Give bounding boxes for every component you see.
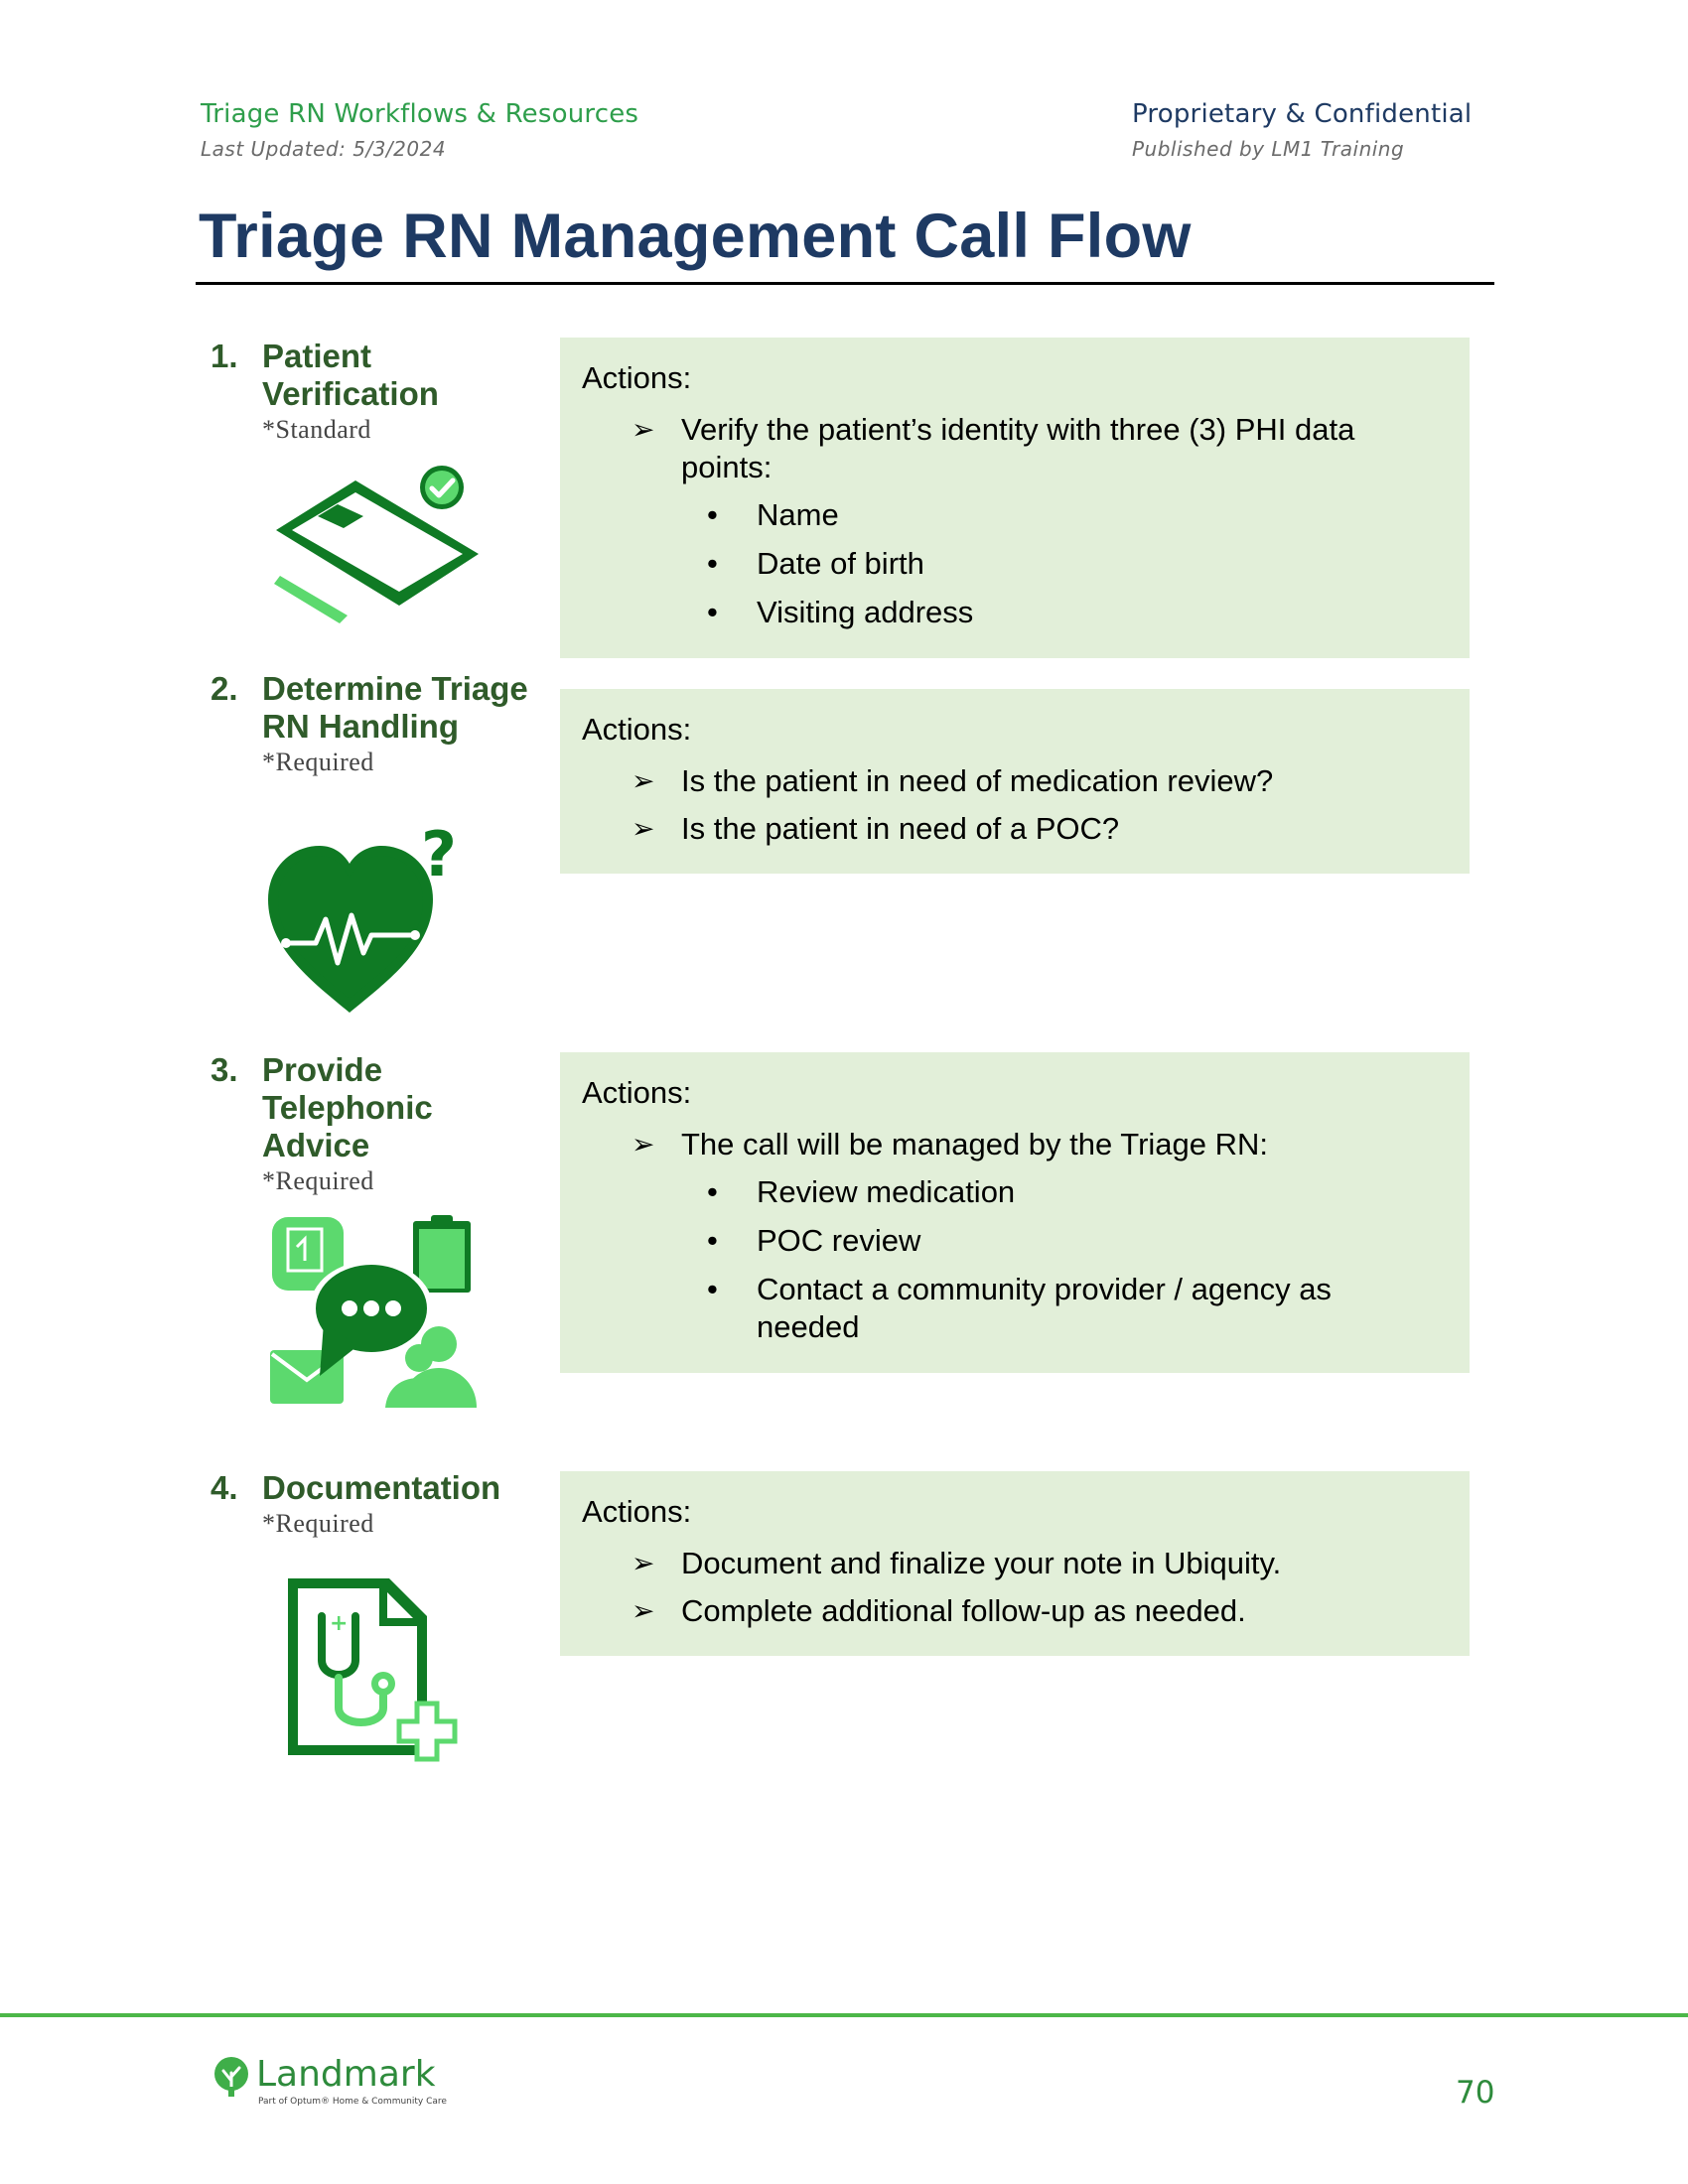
header-right: Proprietary & Confidential Published by … [1132, 99, 1472, 161]
clipboard-check-icon [274, 466, 479, 623]
action-item: ➢ Is the patient in need of medication r… [632, 763, 1274, 798]
step-number: 1. [211, 338, 238, 374]
step-label: 2. Determine Triage RN Handling [211, 670, 538, 746]
footer-divider [0, 2013, 1688, 2017]
bullet-icon: • [707, 595, 718, 629]
title-divider [196, 282, 1494, 285]
step-documentation: 4. Documentation *Required [211, 1469, 538, 1539]
bullet-icon: • [707, 1272, 718, 1306]
publisher-label: Published by LM1 Training [1132, 137, 1405, 161]
action-item: ➢ Verify the patient’s identity with thr… [632, 412, 1355, 484]
logo-tagline: Part of Optum® Home & Community Care [258, 2097, 447, 2107]
sub-item: • POC review [707, 1223, 921, 1258]
arrow-bullet-icon: ➢ [632, 414, 655, 445]
step-3-actions: Actions: ➢ The call will be managed by t… [560, 1052, 1470, 1373]
bullet-icon: • [707, 546, 718, 581]
step-requirement: *Required [262, 1509, 374, 1538]
landmark-logo: Landmark Part of Optum® Home & Community… [212, 2055, 447, 2107]
step-number: 2. [211, 670, 238, 707]
step-requirement: *Required [262, 748, 374, 776]
action-item: ➢ Document and finalize your note in Ubi… [632, 1546, 1282, 1580]
step-requirement: *Required [262, 1166, 374, 1195]
page-number: 70 [1456, 2075, 1495, 2111]
actions-label: Actions: [582, 712, 692, 747]
header-left: Triage RN Workflows & Resources Last Upd… [201, 99, 638, 161]
action-item: ➢ Complete additional follow-up as neede… [632, 1593, 1246, 1628]
actions-label: Actions: [582, 360, 692, 395]
actions-label: Actions: [582, 1494, 692, 1529]
communication-icon [270, 1215, 477, 1408]
arrow-bullet-icon: ➢ [632, 1129, 655, 1160]
document-series-title: Triage RN Workflows & Resources [201, 99, 639, 129]
step-title: Provide Telephonic Advice [262, 1051, 433, 1163]
step-number: 3. [211, 1051, 238, 1088]
step-4-actions: Actions: ➢ Document and finalize your no… [560, 1471, 1470, 1656]
step-title: Patient Verification [262, 338, 439, 412]
arrow-bullet-icon: ➢ [632, 765, 655, 796]
actions-label: Actions: [582, 1075, 692, 1110]
sub-item: • Visiting address [707, 595, 974, 629]
action-item: ➢ Is the patient in need of a POC? [632, 811, 1120, 846]
confidentiality-label: Proprietary & Confidential [1132, 99, 1473, 129]
sub-item: • Review medication [707, 1174, 1016, 1209]
arrow-bullet-icon: ➢ [632, 1548, 655, 1578]
logo-wordmark: Landmark [256, 2054, 436, 2095]
last-updated: Last Updated: 5/3/2024 [201, 137, 447, 161]
step-2-actions: Actions: ➢ Is the patient in need of med… [560, 689, 1470, 874]
sub-item: • Date of birth [707, 546, 924, 581]
step-label: 4. Documentation [211, 1469, 538, 1507]
step-1-actions: Actions: ➢ Verify the patient’s identity… [560, 338, 1470, 658]
sub-item: • Contact a community provider / agency a… [707, 1272, 1332, 1344]
bullet-icon: • [707, 497, 718, 532]
bullet-icon: • [707, 1174, 718, 1209]
step-number: 4. [211, 1469, 238, 1506]
arrow-bullet-icon: ➢ [632, 1595, 655, 1626]
arrow-bullet-icon: ➢ [632, 813, 655, 844]
sub-item: • Name [707, 497, 839, 532]
tree-logo-icon [214, 2057, 248, 2097]
step-telephonic-advice: 3. Provide Telephonic Advice *Required [211, 1051, 538, 1196]
step-label: 3. Provide Telephonic Advice [211, 1051, 538, 1164]
step-title: Documentation [262, 1469, 501, 1506]
bullet-icon: • [707, 1223, 718, 1258]
page-title: Triage RN Management Call Flow [199, 202, 1192, 271]
step-label: 1. Patient Verification [211, 338, 538, 413]
heart-pulse-question-icon: ? [268, 824, 457, 1013]
action-item: ➢ The call will be managed by the Triage… [632, 1127, 1269, 1161]
medical-document-icon: + [288, 1578, 458, 1762]
step-determine-handling: 2. Determine Triage RN Handling *Require… [211, 670, 538, 777]
step-patient-verification: 1. Patient Verification *Standard [211, 338, 538, 445]
svg-text:+: + [330, 1611, 348, 1636]
step-title: Determine Triage RN Handling [262, 670, 528, 745]
svg-text:?: ? [421, 824, 457, 890]
step-requirement: *Standard [262, 415, 371, 444]
